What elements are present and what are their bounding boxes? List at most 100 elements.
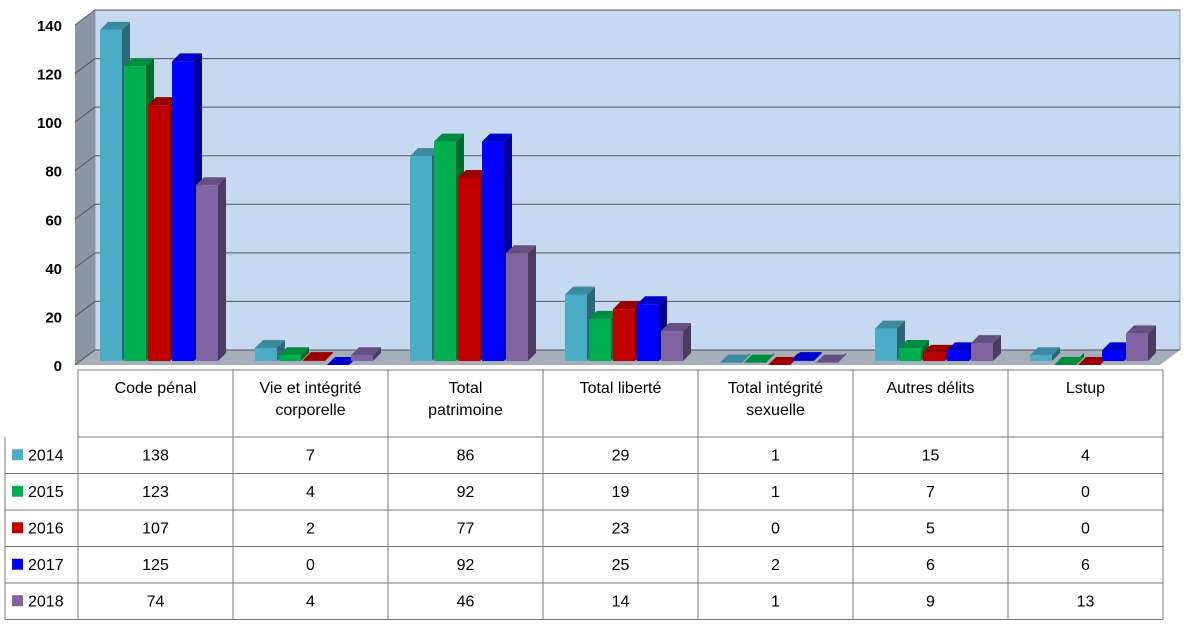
bar-front (303, 360, 325, 361)
category-header-box: Code pénal (115, 380, 197, 397)
bar-front (1102, 350, 1124, 361)
bar (196, 177, 226, 361)
bar-top (255, 340, 285, 348)
table-cell: 4 (1081, 447, 1090, 464)
category-header-box: Vie et intégrité corporelle (259, 380, 362, 419)
bar-top (744, 354, 774, 363)
legend-label: 2018 (28, 593, 64, 610)
bar (720, 353, 750, 363)
legend-label: 2016 (28, 520, 64, 537)
bar-front (589, 318, 611, 361)
legend-swatch (12, 595, 23, 607)
bar-top (923, 344, 953, 353)
table-cell: 46 (457, 593, 475, 610)
bar-front (923, 352, 945, 361)
bar-top (100, 21, 130, 30)
back-wall (94, 9, 1181, 351)
table-cell: 13 (1077, 593, 1095, 610)
table-cell: 74 (147, 593, 165, 610)
bar-top (172, 53, 202, 62)
bar-top (1126, 325, 1156, 334)
x-tick-label: Lstup (1065, 380, 1106, 397)
legend-swatch (12, 522, 23, 534)
bar-top (768, 357, 798, 365)
x-tick-label: Total intégrité sexuelle (727, 380, 824, 419)
x-tick-label: Vie et intégrité corporelle (259, 380, 362, 419)
bar-front (482, 141, 504, 361)
table-cell: 4 (306, 593, 315, 610)
table-cell: 0 (1081, 520, 1090, 537)
table-cell: 9 (926, 593, 935, 610)
bar-top (327, 357, 357, 365)
legend-swatch (12, 449, 23, 461)
bar-top (482, 133, 512, 142)
bar-top (351, 347, 381, 356)
bar-front (971, 343, 993, 361)
table-cell: 2 (771, 557, 780, 574)
bar (506, 245, 536, 361)
table-cell: 0 (771, 520, 780, 537)
y-tick-label: 120 (37, 67, 62, 84)
bar-top (1030, 347, 1060, 356)
table-cell: 125 (142, 557, 169, 574)
table-cell: 25 (612, 557, 630, 574)
bar-top (661, 323, 691, 331)
grid-line (74, 9, 96, 26)
legend-label: 2017 (28, 557, 64, 574)
table-cell: 86 (457, 447, 475, 464)
bar-side (373, 347, 381, 361)
bar-front (172, 61, 194, 362)
bar (1054, 353, 1084, 365)
bar-front (100, 29, 122, 361)
x-tick-label: Total patrimoine (428, 380, 503, 419)
bar-top (303, 352, 333, 361)
bar (351, 347, 381, 361)
table-cell: 7 (926, 484, 935, 501)
bar-top (613, 301, 643, 310)
bar-top (1054, 357, 1084, 365)
bar-front (124, 66, 146, 362)
bar-front (899, 348, 921, 361)
bar-front (351, 355, 373, 361)
bar-top (410, 148, 440, 157)
table-cell: 92 (457, 484, 475, 501)
bar-top (506, 245, 536, 254)
bar-top (565, 286, 595, 295)
grid-line (74, 301, 96, 317)
bar-front (947, 350, 969, 361)
table-cell: 6 (926, 557, 935, 574)
bar (279, 347, 309, 361)
table-cell: 77 (457, 520, 475, 537)
bar-top (875, 320, 905, 329)
grid-line (74, 349, 96, 366)
table-cell: 1 (771, 484, 780, 501)
table-cell: 19 (612, 484, 630, 501)
bar-top (1102, 342, 1132, 351)
bar-front (279, 355, 301, 361)
legend-swatch (12, 485, 23, 497)
table-cell: 2 (306, 520, 315, 537)
bar-side (325, 352, 333, 361)
bar-front (565, 294, 587, 361)
bar-top (947, 342, 977, 351)
bar (744, 353, 774, 363)
bar-side (1052, 347, 1060, 361)
table-cell: 1 (771, 593, 780, 610)
bar-front (661, 331, 683, 361)
table-cell: 0 (306, 557, 315, 574)
x-tick-label: Total liberté (579, 380, 662, 397)
bar-top (458, 170, 488, 178)
bar-top (899, 340, 929, 348)
category-header-box: Total liberté (579, 380, 662, 397)
bar-side (218, 177, 226, 361)
bar-front (637, 304, 659, 361)
grid-line (74, 58, 96, 74)
table-cell: 14 (612, 593, 630, 610)
table-cell: 5 (926, 520, 935, 537)
legend-label: 2015 (28, 484, 64, 501)
bar-top (1078, 357, 1108, 365)
y-tick-label: 0 (54, 358, 62, 375)
y-tick-label: 80 (45, 164, 62, 181)
legend-swatch (12, 558, 23, 570)
bar-front (1030, 355, 1052, 361)
